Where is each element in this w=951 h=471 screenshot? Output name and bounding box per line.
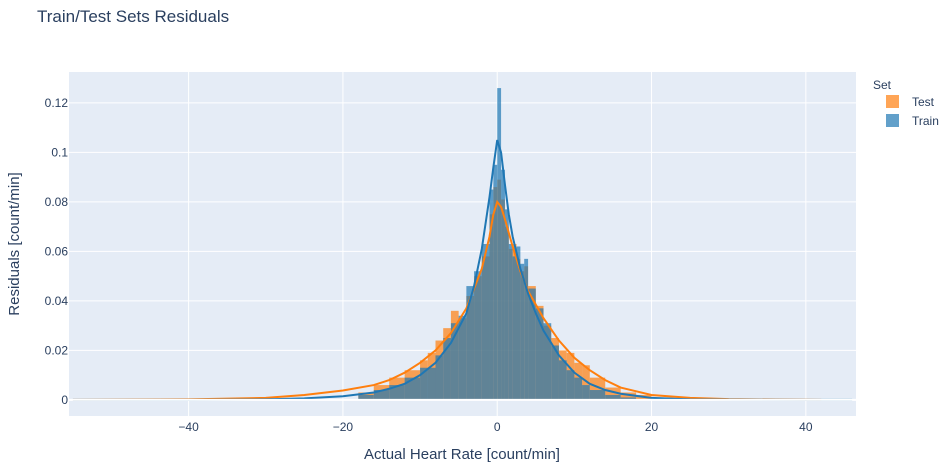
train-bar[interactable] [497, 88, 502, 400]
train-histogram-bars [358, 88, 637, 400]
x-tick-label: 40 [799, 420, 813, 434]
train-bar[interactable] [474, 271, 482, 400]
x-tick-label: 0 [494, 420, 501, 434]
train-bar[interactable] [543, 323, 552, 400]
train-bar[interactable] [373, 390, 390, 400]
train-bar[interactable] [458, 315, 467, 400]
train-bar[interactable] [535, 308, 544, 400]
train-bar[interactable] [516, 246, 521, 400]
y-tick-label: 0.12 [45, 96, 69, 110]
test-bar[interactable] [620, 392, 637, 400]
legend-item-test[interactable]: Test [886, 95, 935, 109]
train-bar[interactable] [504, 209, 509, 400]
train-bar[interactable] [589, 390, 606, 400]
x-tick-label: −40 [178, 420, 199, 434]
train-bar[interactable] [389, 385, 405, 400]
train-bar[interactable] [435, 355, 444, 400]
legend-item-train[interactable]: Train [886, 114, 939, 128]
train-kde-line [72, 139, 853, 401]
test-kde-line [72, 199, 822, 401]
x-tick-label: −20 [333, 420, 354, 434]
train-bar[interactable] [620, 397, 637, 400]
legend-label-train: Train [912, 114, 939, 128]
train-bar[interactable] [466, 286, 475, 400]
y-tick-label: 0.04 [45, 294, 69, 308]
train-bar[interactable] [520, 263, 525, 400]
train-bar[interactable] [508, 244, 513, 400]
y-tick-label: 0.1 [51, 145, 68, 159]
y-tick-label: 0.08 [45, 195, 69, 209]
y-tick-label: 0 [61, 393, 68, 407]
y-axis-tick-labels: 0 0.02 0.04 0.06 0.08 0.1 0.12 [45, 96, 69, 407]
train-bar[interactable] [528, 288, 536, 400]
x-axis-tick-labels: −40 −20 0 20 40 [178, 420, 812, 434]
legend-swatch-train [886, 114, 899, 127]
legend-swatch-test [886, 95, 899, 108]
legend-label-test: Test [912, 95, 935, 109]
train-bar[interactable] [420, 367, 436, 400]
train-bar[interactable] [605, 394, 621, 400]
train-bar[interactable] [574, 377, 583, 400]
train-bar[interactable] [481, 244, 490, 400]
train-bar[interactable] [404, 377, 421, 400]
train-bar[interactable] [489, 189, 494, 400]
train-bar[interactable] [358, 394, 374, 400]
train-bar[interactable] [450, 323, 459, 400]
train-bar[interactable] [501, 169, 505, 400]
train-bar[interactable] [524, 258, 529, 400]
train-bar[interactable] [512, 256, 517, 400]
train-bar[interactable] [443, 338, 451, 400]
x-axis-title: Actual Heart Rate [count/min] [364, 446, 560, 463]
train-bar[interactable] [493, 164, 498, 400]
chart-title: Train/Test Sets Residuals [37, 7, 229, 26]
y-tick-label: 0.06 [45, 244, 69, 258]
x-tick-label: 20 [645, 420, 659, 434]
train-bar[interactable] [566, 370, 575, 400]
legend-title: Set [873, 78, 892, 92]
train-bar[interactable] [551, 345, 559, 400]
y-tick-label: 0.02 [45, 343, 69, 357]
train-bar[interactable] [582, 385, 590, 400]
train-bar[interactable] [558, 360, 567, 400]
legend: Set Test Train [873, 78, 939, 128]
y-axis-title: Residuals [count/min] [6, 172, 23, 315]
test-bar[interactable] [582, 365, 590, 400]
